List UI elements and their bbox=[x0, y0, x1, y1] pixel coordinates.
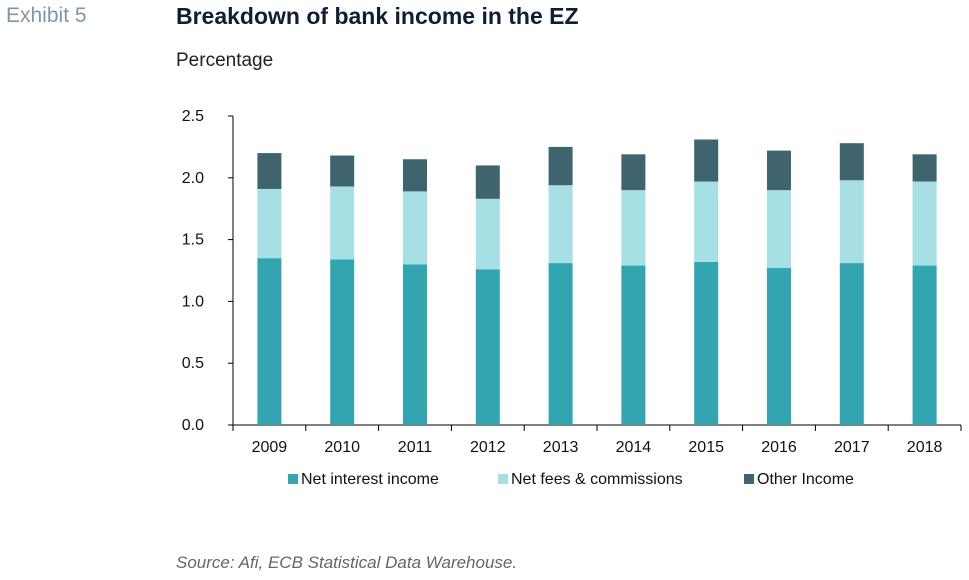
bar-2015-series-1 bbox=[694, 181, 719, 262]
y-tick-label: 2.0 bbox=[182, 170, 204, 187]
legend-label-2: Other Income bbox=[757, 471, 854, 488]
bar-2017-series-0 bbox=[839, 263, 864, 425]
y-tick-label: 0.5 bbox=[182, 355, 204, 372]
bar-2011-series-2 bbox=[403, 159, 427, 192]
bar-2013-series-0 bbox=[548, 263, 573, 425]
bar-2009-series-0 bbox=[257, 258, 282, 425]
x-tick-label: 2013 bbox=[543, 439, 579, 456]
legend-swatch-1 bbox=[498, 474, 508, 484]
chart-subtitle: Percentage bbox=[176, 50, 274, 71]
y-tick-label: 1.0 bbox=[182, 293, 204, 310]
x-tick-label: 2017 bbox=[834, 439, 870, 456]
bar-2012-series-0 bbox=[475, 269, 500, 425]
bar-2011-series-1 bbox=[403, 191, 427, 265]
bar-2014-series-0 bbox=[621, 265, 646, 425]
x-tick-label: 2009 bbox=[252, 439, 288, 456]
bar-2012-series-2 bbox=[475, 165, 500, 199]
x-tick-label: 2012 bbox=[470, 439, 506, 456]
legend-label-0: Net interest income bbox=[301, 471, 439, 488]
bar-2016-series-0 bbox=[767, 268, 791, 425]
x-tick-label: 2014 bbox=[616, 439, 652, 456]
chart-title: Breakdown of bank income in the EZ bbox=[176, 3, 579, 29]
bar-2016-series-1 bbox=[767, 190, 791, 269]
bar-2012-series-1 bbox=[475, 198, 500, 270]
bar-2010-series-0 bbox=[330, 259, 355, 425]
x-tick-label: 2015 bbox=[688, 439, 724, 456]
legend-swatch-0 bbox=[288, 474, 298, 484]
bar-2015-series-2 bbox=[694, 139, 719, 182]
bar-2010-series-1 bbox=[330, 186, 355, 260]
bar-2013-series-2 bbox=[548, 146, 573, 186]
bar-2011-series-0 bbox=[403, 264, 427, 425]
source-note: Source: Afi, ECB Statistical Data Wareho… bbox=[176, 553, 518, 572]
bar-2017-series-1 bbox=[839, 180, 864, 264]
bar-2009-series-1 bbox=[257, 188, 282, 259]
bar-2015-series-0 bbox=[694, 261, 719, 425]
bar-2018-series-2 bbox=[912, 154, 937, 182]
bar-2018-series-1 bbox=[912, 181, 937, 266]
bar-2010-series-2 bbox=[330, 155, 355, 187]
bar-2014-series-2 bbox=[621, 154, 646, 191]
bar-2013-series-1 bbox=[548, 185, 573, 264]
bar-2017-series-2 bbox=[839, 143, 864, 181]
x-tick-label: 2018 bbox=[907, 439, 943, 456]
bar-2016-series-2 bbox=[767, 150, 791, 191]
legend-swatch-2 bbox=[744, 474, 754, 484]
x-tick-label: 2011 bbox=[398, 439, 433, 456]
exhibit-label: Exhibit 5 bbox=[6, 4, 87, 27]
bar-2014-series-1 bbox=[621, 190, 646, 266]
stacked-bar-chart: 0.0 0.5 1.0 1.5 2.0 2.5 2009 2010 2011 2012 2013 20… bbox=[182, 108, 962, 488]
bar-2009-series-2 bbox=[257, 153, 282, 189]
y-tick-label: 1.5 bbox=[182, 232, 204, 249]
bar-2018-series-0 bbox=[912, 265, 937, 425]
y-tick-label: 2.5 bbox=[182, 108, 204, 125]
legend-label-1: Net fees & commissions bbox=[511, 471, 683, 488]
x-tick-label: 2010 bbox=[324, 439, 360, 456]
x-tick-label: 2016 bbox=[761, 439, 797, 456]
y-tick-label: 0.0 bbox=[182, 417, 204, 434]
